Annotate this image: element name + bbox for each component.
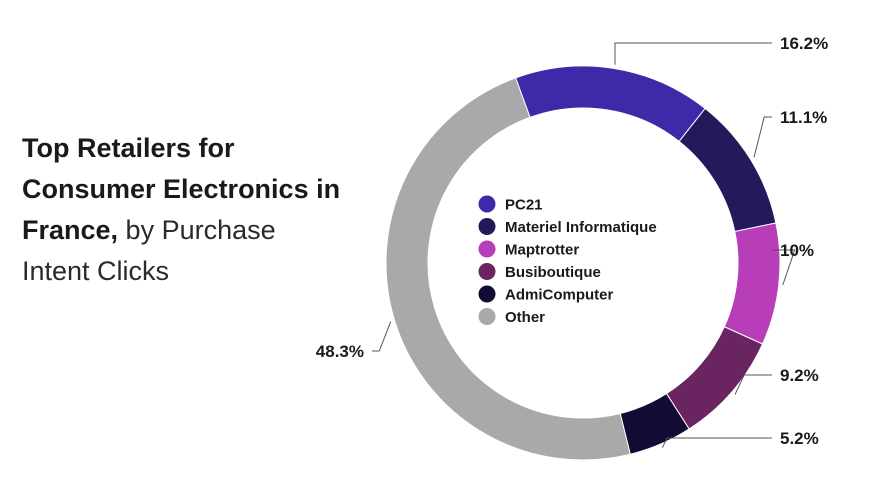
legend-label-admicomputer: AdmiComputer [505, 287, 613, 304]
slice-busiboutique [667, 327, 763, 429]
data-label-pc21: 16.2% [780, 34, 828, 53]
data-label-maptrotter: 10% [780, 241, 814, 260]
leader-line-0 [615, 43, 772, 65]
legend-marker-maptrotter [479, 241, 496, 258]
legend-label-maptrotter: Maptrotter [505, 242, 579, 259]
slice-maptrotter [724, 223, 780, 344]
legend-label-pc21: PC21 [505, 197, 543, 214]
legend-label-materiel-informatique: Materiel Informatique [505, 219, 657, 236]
leader-line-5 [372, 322, 391, 351]
legend-marker-pc21 [479, 196, 496, 213]
data-label-busiboutique: 9.2% [780, 366, 819, 385]
leader-line-4 [662, 438, 772, 448]
legend-marker-admicomputer [479, 286, 496, 303]
legend-marker-other [479, 308, 496, 325]
leader-line-1 [754, 117, 772, 157]
data-label-admicomputer: 5.2% [780, 429, 819, 448]
legend-label-other: Other [505, 309, 545, 326]
slice-pc21 [516, 66, 706, 141]
legend-label-busiboutique: Busiboutique [505, 264, 601, 281]
legend-marker-materiel-informatique [479, 218, 496, 235]
data-label-materiel-informatique: 11.1% [780, 108, 827, 127]
data-label-other: 48.3% [316, 342, 364, 361]
legend-marker-busiboutique [479, 263, 496, 280]
